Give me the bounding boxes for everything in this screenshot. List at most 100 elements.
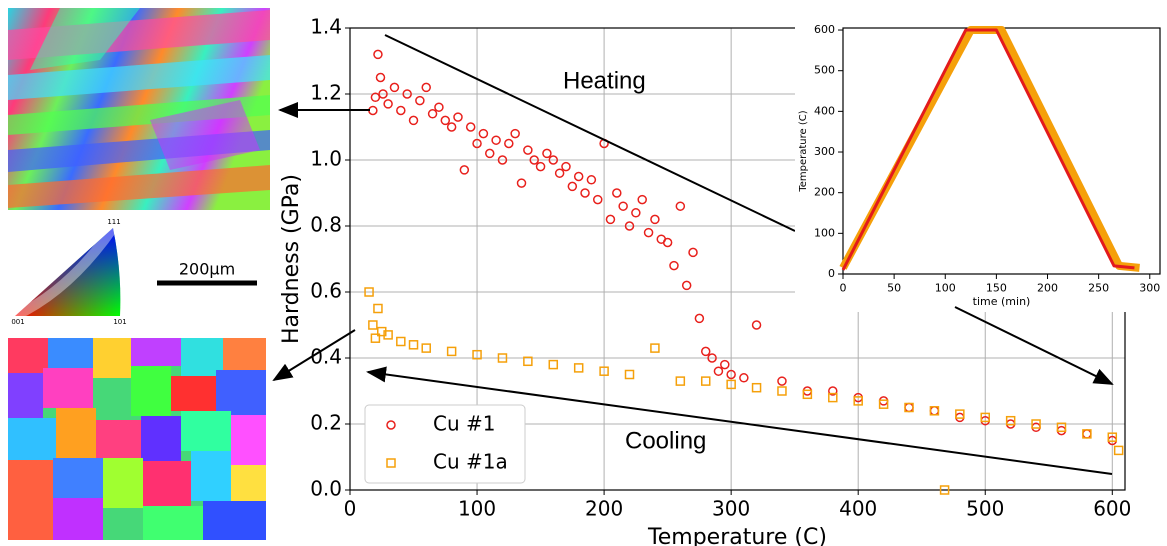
square-point bbox=[599, 366, 609, 376]
circle-point bbox=[592, 194, 603, 205]
y-tick-label: 0.0 bbox=[310, 477, 342, 501]
y-tick-label: 0.8 bbox=[310, 213, 342, 237]
y-axis-label: Hardness (GPa) bbox=[279, 174, 304, 344]
y-tick-label: 1.2 bbox=[310, 81, 342, 105]
square-point bbox=[828, 392, 838, 403]
circle-point bbox=[828, 386, 838, 396]
circle-point bbox=[459, 165, 470, 175]
y-tick-label: 0 bbox=[828, 267, 835, 280]
circle-point bbox=[567, 181, 578, 192]
circle-point bbox=[739, 373, 749, 383]
x-tick-label: 100 bbox=[935, 282, 956, 295]
x-tick-label: 600 bbox=[1093, 497, 1131, 521]
triangle-label: 101 bbox=[113, 318, 126, 326]
circle-point bbox=[535, 161, 546, 172]
square-point bbox=[624, 369, 635, 380]
circle-point bbox=[453, 112, 463, 122]
circle-point bbox=[662, 237, 673, 248]
x-tick-label: 300 bbox=[1139, 282, 1160, 295]
circle-point bbox=[637, 194, 647, 205]
circle-point bbox=[777, 376, 787, 386]
circle-point bbox=[904, 402, 914, 413]
circle-point bbox=[529, 155, 539, 165]
square-point bbox=[1005, 415, 1016, 426]
circle-point bbox=[631, 208, 641, 218]
circle-point bbox=[485, 148, 495, 159]
circle-point bbox=[373, 49, 383, 60]
square-point bbox=[408, 340, 419, 350]
circle-point bbox=[720, 359, 730, 370]
circle-point bbox=[713, 366, 724, 376]
x-tick-label: 100 bbox=[458, 497, 496, 521]
ebsd-map-bottom bbox=[8, 338, 266, 540]
legend-box bbox=[364, 404, 526, 484]
circle-point bbox=[370, 92, 381, 103]
square-point bbox=[1113, 445, 1124, 456]
circle-point bbox=[375, 72, 386, 83]
circle-point bbox=[580, 188, 590, 198]
y-tick-label: 100 bbox=[814, 226, 835, 239]
x-tick-label: 200 bbox=[585, 497, 623, 521]
square-point bbox=[650, 343, 660, 353]
circle-point bbox=[929, 406, 940, 416]
y-tick-label: 1.4 bbox=[310, 15, 342, 39]
circle-point bbox=[669, 260, 679, 271]
circle-point bbox=[516, 178, 527, 188]
circle-point bbox=[694, 313, 705, 324]
circle-point bbox=[421, 82, 431, 93]
circle-point bbox=[612, 188, 622, 198]
y-axis-label: Temperature (C) bbox=[798, 110, 809, 192]
square-point bbox=[421, 343, 431, 353]
y-tick-label: 600 bbox=[814, 23, 835, 36]
square-point bbox=[1056, 422, 1067, 433]
circle-point bbox=[573, 171, 584, 182]
circle-point bbox=[415, 95, 425, 106]
circle-point bbox=[383, 99, 393, 109]
circle-point bbox=[427, 109, 438, 119]
heating-line bbox=[384, 34, 796, 232]
circle-point bbox=[554, 168, 565, 178]
cooling-arrow bbox=[366, 366, 1113, 475]
circle-point bbox=[561, 161, 571, 172]
y-tick-label: 0.6 bbox=[310, 279, 342, 303]
square-point bbox=[573, 363, 584, 373]
circle-point bbox=[707, 353, 717, 363]
square-point bbox=[700, 376, 711, 386]
circle-point bbox=[491, 135, 501, 145]
square-point bbox=[878, 399, 889, 409]
x-tick-label: 500 bbox=[966, 497, 1004, 521]
line-series bbox=[841, 28, 1135, 271]
square-point bbox=[1031, 419, 1041, 429]
circle-point bbox=[1082, 429, 1092, 439]
square-point bbox=[675, 376, 686, 386]
square-point bbox=[904, 402, 914, 413]
square-point bbox=[853, 396, 863, 406]
circle-point bbox=[618, 201, 628, 211]
circle-point bbox=[478, 128, 489, 139]
ebsd-map-top bbox=[8, 8, 270, 210]
x-axis-label: Temperature (C) bbox=[647, 525, 827, 546]
circle-point bbox=[624, 221, 635, 231]
circle-point bbox=[523, 145, 533, 155]
legend-label: Cu #1 bbox=[433, 412, 495, 436]
circle-point bbox=[586, 175, 597, 185]
circle-point bbox=[396, 105, 406, 116]
circle-point bbox=[504, 138, 514, 149]
square-point bbox=[751, 382, 762, 393]
square-point bbox=[446, 346, 457, 357]
circle-point bbox=[472, 138, 482, 149]
square-point bbox=[364, 287, 374, 297]
circle-point bbox=[700, 346, 711, 357]
square-point bbox=[955, 409, 965, 419]
arrow bbox=[954, 306, 1114, 385]
circle-point bbox=[402, 89, 412, 99]
x-tick-label: 0 bbox=[840, 282, 847, 295]
square-point bbox=[472, 349, 482, 360]
y-tick-label: 0.2 bbox=[310, 411, 342, 435]
circle-point bbox=[542, 148, 552, 159]
inset-background bbox=[795, 0, 1167, 312]
square-point bbox=[497, 353, 508, 363]
annotation: Heating bbox=[563, 67, 646, 94]
circle-point bbox=[434, 102, 444, 112]
